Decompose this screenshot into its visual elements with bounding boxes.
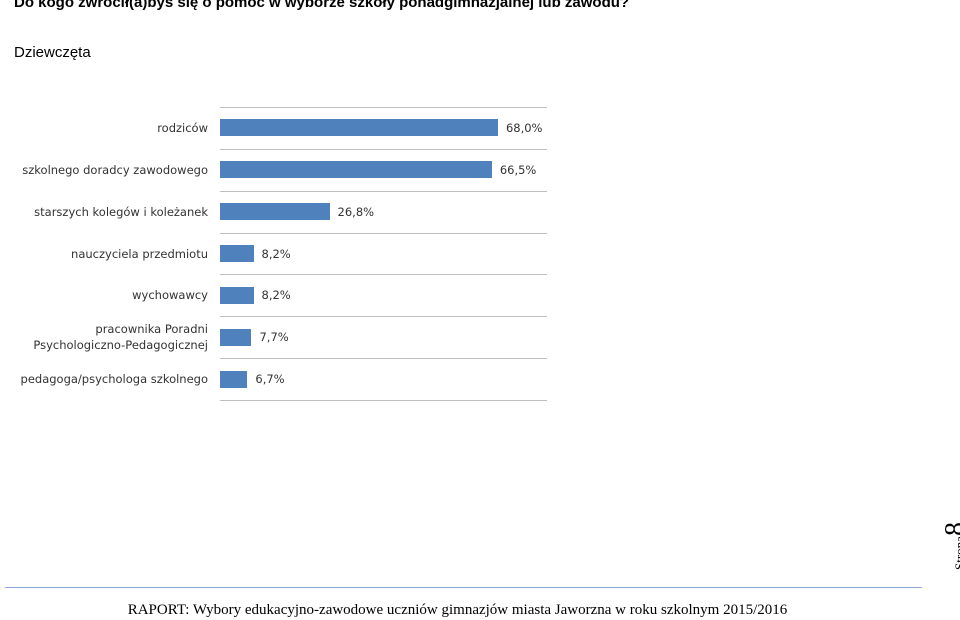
value-label: 7,7% <box>259 330 289 345</box>
category-separator <box>220 400 547 401</box>
category-separator <box>220 107 547 108</box>
page-number-value: 8 <box>940 522 960 536</box>
category-label: pedagoga/psychologa szkolnego <box>20 372 208 387</box>
bar <box>220 286 254 304</box>
footer-rule <box>5 587 922 588</box>
category-label: wychowawcy <box>132 288 208 303</box>
value-label: 6,7% <box>255 372 285 387</box>
bar <box>220 245 254 262</box>
bar <box>220 119 498 137</box>
footer-text: RAPORT: Wybory edukacyjno-zawodowe uczni… <box>127 602 788 618</box>
category-separator <box>220 358 547 360</box>
category-separator <box>220 316 547 318</box>
value-label: 66,5% <box>499 162 537 177</box>
value-label: 8,2% <box>261 246 291 261</box>
category-label: pracownika Poradni Psychologiczno-Pedago… <box>33 322 208 353</box>
category-separator <box>220 232 547 234</box>
category-label: szkolnego doradcy zawodowego <box>22 162 208 177</box>
page-title: Do kogo zwrócił(a)byś się o pomoc w wybo… <box>14 0 630 11</box>
category-label: nauczyciela przedmiotu <box>71 246 208 261</box>
category-separator <box>220 274 547 276</box>
bar <box>220 328 252 346</box>
bar <box>220 161 492 179</box>
chart-subtitle: Dziewczęta <box>14 44 91 61</box>
value-label: 68,0% <box>505 120 543 135</box>
category-label: starszych kolegów i koleżanek <box>34 204 208 219</box>
category-separator <box>220 190 547 192</box>
page-label: Strona <box>952 536 960 570</box>
value-label: 8,2% <box>261 288 291 303</box>
bar <box>220 370 248 388</box>
category-label: rodziców <box>157 120 208 135</box>
bar <box>220 203 330 221</box>
page-number: Strona8 <box>940 470 960 570</box>
value-label: 26,8% <box>337 204 375 219</box>
category-separator <box>220 148 547 150</box>
